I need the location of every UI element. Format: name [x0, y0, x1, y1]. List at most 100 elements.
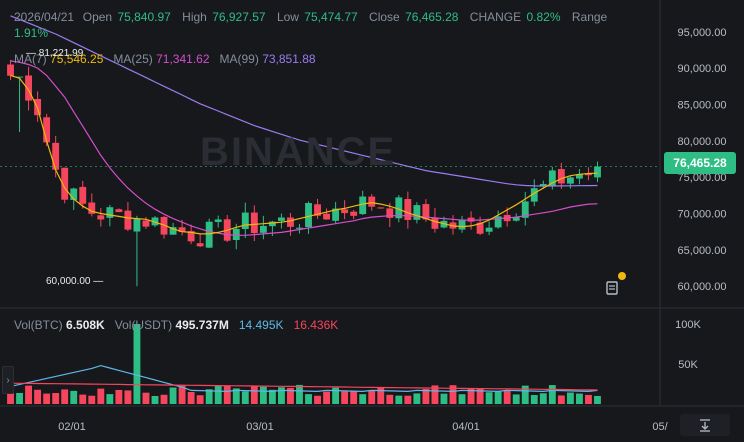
candle-body — [97, 215, 105, 220]
ma7-value: 75,546.25 — [50, 52, 104, 66]
volume-bar — [277, 387, 285, 404]
date-text: 2026/04/21 — [14, 10, 75, 24]
volume-bar — [241, 391, 249, 404]
high-marker-label: — 81,221.99 — [26, 48, 84, 59]
ma25-value: 71,341.62 — [156, 52, 210, 66]
volume-bar — [476, 388, 484, 404]
volume-bar — [323, 391, 331, 404]
volume-bar — [79, 394, 87, 404]
volume-bar — [422, 388, 430, 404]
volume-bar — [16, 392, 23, 404]
low-marker-value: 60,000.00 — [46, 276, 91, 287]
watermark: BINANCE — [200, 130, 397, 174]
volume-ma1-line — [10, 364, 598, 393]
ma25-line — [10, 60, 598, 236]
candle-body — [548, 170, 556, 186]
candle-body — [7, 64, 14, 76]
price-tick-label: 80,000.00 — [678, 136, 727, 148]
volume-bar — [431, 385, 439, 404]
volume-bar — [151, 395, 159, 404]
candle-body — [413, 205, 421, 220]
volume-bar — [52, 393, 60, 404]
high-value: 76,927.57 — [212, 10, 266, 24]
candle-body — [341, 209, 349, 214]
candle-body — [214, 219, 222, 222]
volume-bar — [548, 385, 556, 404]
candle-body — [386, 208, 394, 218]
ohlc-header: 2026/04/21 Open 75,840.97 High 76,927.57… — [14, 10, 609, 24]
volume-bar — [305, 394, 312, 404]
volume-bar — [169, 387, 177, 404]
news-dot — [618, 272, 626, 280]
volume-bar — [449, 385, 457, 404]
volume-bar — [259, 386, 267, 404]
volume-bar — [268, 389, 276, 404]
candle-body — [169, 227, 177, 235]
candle-body — [332, 208, 340, 221]
price-tick-label: 60,000.00 — [678, 281, 727, 293]
candle-body — [422, 204, 430, 220]
volume-bar — [575, 393, 583, 404]
volume-bar — [594, 395, 601, 404]
volume-bar — [160, 394, 168, 404]
candle-body — [106, 207, 114, 218]
candle-body — [458, 219, 466, 230]
expand-icon — [700, 419, 710, 432]
candle-body — [52, 142, 60, 170]
volume-bar — [413, 393, 421, 404]
volume-bar — [503, 390, 511, 404]
volume-bar — [530, 395, 538, 404]
chevron-right-icon[interactable]: › — [2, 366, 14, 394]
candle-body — [585, 174, 592, 176]
candle-body — [115, 209, 123, 213]
volume-bar — [377, 387, 385, 404]
candle-body — [178, 227, 186, 233]
close-label: Close — [369, 10, 400, 24]
volume-bar — [467, 388, 475, 404]
volume-bar — [196, 395, 204, 404]
volume-bar — [539, 393, 547, 404]
news-icon[interactable] — [604, 280, 620, 296]
volume-bar — [7, 393, 14, 404]
price-tick-label: 95,000.00 — [678, 27, 727, 39]
volume-bar — [223, 385, 231, 404]
volume-bar — [232, 388, 240, 404]
volume-bar — [115, 389, 123, 404]
time-tick-label: 04/01 — [452, 421, 480, 433]
volume-bar — [61, 389, 69, 404]
candle-body — [25, 75, 33, 101]
volume-bar — [585, 394, 592, 404]
candle-body — [539, 184, 547, 187]
candle-body — [485, 227, 493, 232]
volume-bar — [458, 394, 466, 404]
volume-bar — [314, 395, 321, 404]
volume-bar — [512, 394, 520, 404]
volume-bar — [350, 391, 358, 404]
volume-bar — [494, 391, 502, 404]
vol-ma2-value: 16.436K — [293, 318, 339, 332]
candle-body — [142, 220, 150, 227]
ma99-label: MA(99) — [219, 52, 259, 66]
vol-usdt-label: Vol(USDT) — [114, 318, 173, 332]
volume-bar — [395, 395, 403, 404]
candle-body — [250, 212, 258, 234]
price-tick-label: 85,000.00 — [678, 99, 727, 111]
vol-btc-value: 6.508K — [66, 318, 105, 332]
volume-bar — [566, 392, 574, 404]
candle-body — [43, 117, 51, 143]
vol-usdt-value: 495.737M — [175, 318, 229, 332]
range-label: Range — [571, 10, 608, 24]
price-tick-label: 70,000.00 — [678, 209, 727, 221]
volume-bar — [142, 392, 150, 404]
candle-body — [79, 186, 87, 204]
expand-button[interactable] — [680, 414, 730, 436]
volume-bar — [359, 394, 367, 404]
volume-bar — [332, 387, 340, 404]
candle-body — [124, 210, 132, 230]
volume-bar — [287, 387, 294, 404]
volume-bar — [214, 385, 222, 404]
candle-body — [566, 177, 574, 184]
candle-body — [151, 217, 159, 226]
candle-body — [196, 243, 204, 247]
